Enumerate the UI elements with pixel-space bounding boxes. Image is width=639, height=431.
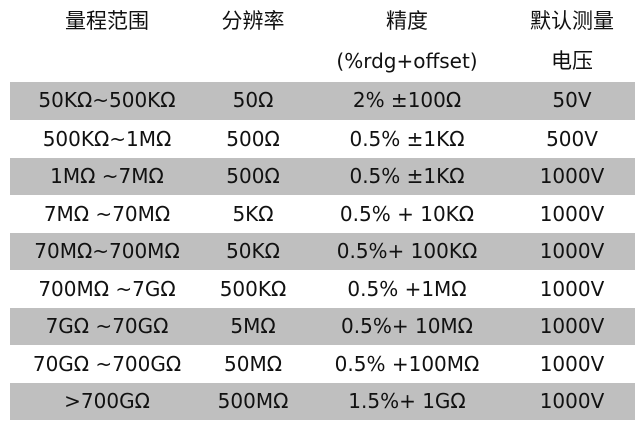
header-voltage: 默认测量 bbox=[530, 9, 614, 33]
cell-accuracy: 0.5% +100MΩ bbox=[334, 351, 480, 376]
cell-range: 700MΩ ~7GΩ bbox=[38, 276, 176, 301]
cell-accuracy: 1.5%+ 1GΩ bbox=[348, 389, 466, 413]
cell-voltage: 1000V bbox=[539, 389, 605, 413]
table-row: 500KΩ~1MΩ 500Ω 0.5% ±1KΩ 500V bbox=[10, 119, 635, 157]
cell-resolution: 500MΩ bbox=[217, 389, 289, 413]
cell-range: 70MΩ~700MΩ bbox=[34, 239, 180, 263]
cell-resolution: 500KΩ bbox=[219, 276, 287, 301]
cell-range: >700GΩ bbox=[64, 389, 150, 413]
cell-accuracy: 0.5% ±1KΩ bbox=[349, 126, 465, 151]
cell-resolution: 500Ω bbox=[226, 164, 280, 188]
table-row: 700MΩ ~7GΩ 500KΩ 0.5% +1MΩ 1000V bbox=[10, 269, 635, 307]
cell-resolution: 5MΩ bbox=[230, 314, 276, 338]
table-row: >700GΩ 500MΩ 1.5%+ 1GΩ 1000V bbox=[10, 382, 635, 420]
cell-resolution: 50MΩ bbox=[224, 351, 282, 376]
header-accuracy-formula: (%rdg+offset) bbox=[336, 49, 478, 73]
cell-range: 70GΩ ~700GΩ bbox=[32, 351, 182, 376]
table-row: 70MΩ~700MΩ 50KΩ 0.5%+ 100KΩ 1000V bbox=[10, 232, 635, 270]
cell-accuracy: 0.5%+ 10MΩ bbox=[341, 314, 473, 338]
cell-range: 500KΩ~1MΩ bbox=[42, 126, 172, 151]
table-body: 50KΩ~500KΩ 50Ω 2% ±100Ω 50V 500KΩ~1MΩ 500Ω 0.5… bbox=[10, 82, 635, 420]
header-accuracy: 精度 bbox=[386, 9, 428, 33]
cell-range: 1MΩ ~7MΩ bbox=[50, 164, 164, 188]
table-row: 7GΩ ~70GΩ 5MΩ 0.5%+ 10MΩ 1000V bbox=[10, 307, 635, 345]
cell-range: 7GΩ ~70GΩ bbox=[45, 314, 169, 338]
cell-voltage: 1000V bbox=[539, 314, 605, 338]
header-range: 量程范围 bbox=[65, 9, 149, 33]
cell-voltage: 1000V bbox=[539, 201, 605, 226]
cell-accuracy: 0.5%+ 100KΩ bbox=[336, 239, 478, 263]
table-row: 70GΩ ~700GΩ 50MΩ 0.5% +100MΩ 1000V bbox=[10, 344, 635, 382]
cell-resolution: 5KΩ bbox=[232, 201, 274, 226]
cell-accuracy: 2% ±100Ω bbox=[352, 88, 462, 112]
cell-voltage: 1000V bbox=[539, 276, 605, 301]
cell-voltage: 1000V bbox=[539, 164, 605, 188]
cell-resolution: 50Ω bbox=[232, 88, 274, 112]
cell-resolution: 500Ω bbox=[226, 126, 280, 151]
cell-accuracy: 0.5% +1MΩ bbox=[347, 276, 467, 301]
cell-accuracy: 0.5% + 10KΩ bbox=[339, 201, 475, 226]
cell-voltage: 1000V bbox=[539, 239, 605, 263]
table-row: 50KΩ~500KΩ 50Ω 2% ±100Ω 50V bbox=[10, 82, 635, 120]
table-header: 量程范围 分辨率 精度 (%rdg+offset) 默认测量 电压 bbox=[0, 0, 639, 82]
cell-voltage: 500V bbox=[546, 126, 598, 151]
cell-voltage: 50V bbox=[552, 88, 592, 112]
cell-voltage: 1000V bbox=[539, 351, 605, 376]
cell-range: 7MΩ ~70MΩ bbox=[43, 201, 171, 226]
table-row: 1MΩ ~7MΩ 500Ω 0.5% ±1KΩ 1000V bbox=[10, 157, 635, 195]
cell-accuracy: 0.5% ±1KΩ bbox=[349, 164, 465, 188]
header-voltage-unit: 电压 bbox=[551, 49, 593, 73]
cell-resolution: 50KΩ bbox=[226, 239, 280, 263]
cell-range: 50KΩ~500KΩ bbox=[38, 88, 176, 112]
header-resolution: 分辨率 bbox=[221, 9, 285, 33]
table-row: 7MΩ ~70MΩ 5KΩ 0.5% + 10KΩ 1000V bbox=[10, 194, 635, 232]
